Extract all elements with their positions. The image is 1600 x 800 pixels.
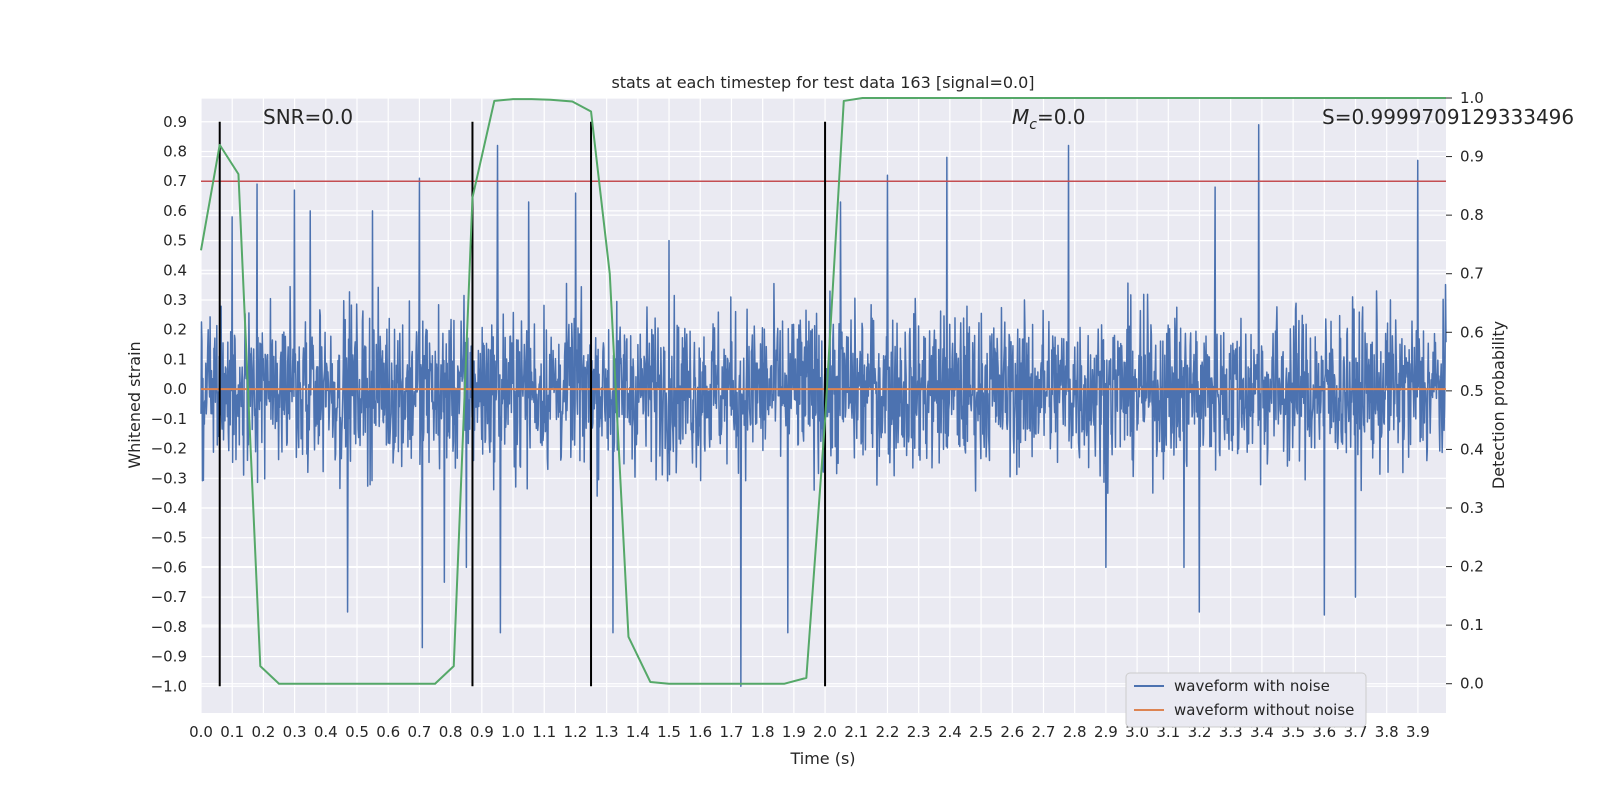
- left-y-tick-label: −0.7: [151, 588, 187, 606]
- snr-annotation: SNR=0.0: [263, 105, 353, 129]
- x-tick-label: 0.2: [251, 723, 275, 741]
- series-detection-probability: [200, 97, 1446, 685]
- x-tick-label: 3.8: [1375, 723, 1399, 741]
- left-y-tick-label: −0.8: [151, 618, 187, 636]
- x-tick-label: 2.2: [876, 723, 900, 741]
- left-y-tick-label: −0.2: [151, 440, 187, 458]
- chart-title: stats at each timestep for test data 163…: [611, 73, 1034, 92]
- x-tick-label: 0.5: [345, 723, 369, 741]
- right-y-tick-label: 0.5: [1460, 382, 1484, 400]
- left-y-tick-label: −0.3: [151, 469, 187, 487]
- x-tick-label: 0.1: [220, 723, 244, 741]
- left-y-tick-label: 0.6: [163, 202, 187, 220]
- x-tick-label: 0.7: [407, 723, 431, 741]
- x-tick-label: 2.9: [1094, 723, 1118, 741]
- x-tick-label: 2.1: [844, 723, 868, 741]
- x-tick-label: 1.0: [501, 723, 525, 741]
- x-tick-label: 2.6: [1000, 723, 1024, 741]
- x-tick-label: 0.4: [314, 723, 338, 741]
- x-tick-label: 1.8: [751, 723, 775, 741]
- legend-box: [1125, 672, 1367, 728]
- left-y-tick-label: −0.9: [151, 648, 187, 666]
- left-y-axis-title: Whitened strain: [125, 341, 144, 468]
- right-y-axis-title: Detection probability: [1489, 321, 1508, 489]
- s-annotation: S=0.9999709129333496: [1322, 105, 1574, 129]
- left-y-tick-label: 0.7: [163, 172, 187, 190]
- right-y-tick-label: 0.8: [1460, 206, 1484, 224]
- x-tick-label: 1.6: [688, 723, 712, 741]
- x-tick-label: 2.3: [907, 723, 931, 741]
- x-tick-label: 0.3: [283, 723, 307, 741]
- right-y-tick-label: 0.3: [1460, 499, 1484, 517]
- x-tick-label: 2.7: [1032, 723, 1056, 741]
- x-tick-label: 1.4: [626, 723, 650, 741]
- right-y-tick-label: 0.6: [1460, 323, 1484, 341]
- probability-series: [200, 97, 1446, 685]
- left-y-tick-label: 0.3: [163, 291, 187, 309]
- right-y-tick-labels: 0.0 0.1 0.2 0.3 0.4 0.5 0.6 0.7 0.8 0.9 1.0: [1446, 89, 1484, 693]
- x-tick-label: 0.6: [376, 723, 400, 741]
- left-y-tick-label: 0.9: [163, 113, 187, 131]
- right-y-tick-label: 0.2: [1460, 558, 1484, 576]
- x-tick-label: 1.1: [532, 723, 556, 741]
- x-tick-label: 1.2: [564, 723, 588, 741]
- x-tick-label: 2.5: [969, 723, 993, 741]
- left-y-tick-label: 0.4: [163, 261, 187, 279]
- left-y-tick-label: −0.5: [151, 529, 187, 547]
- legend: waveform with noise waveform without noi…: [1125, 672, 1367, 728]
- x-tick-label: 2.0: [813, 723, 837, 741]
- right-y-tick-label: 0.4: [1460, 440, 1484, 458]
- x-tick-label: 1.3: [595, 723, 619, 741]
- x-tick-label: 3.9: [1406, 723, 1430, 741]
- right-y-tick-label: 0.7: [1460, 265, 1484, 283]
- left-y-tick-label: −1.0: [151, 677, 187, 695]
- x-tick-label: 1.5: [657, 723, 681, 741]
- right-y-tick-label: 0.1: [1460, 616, 1484, 634]
- x-tick-label: 2.4: [938, 723, 962, 741]
- right-y-tick-label: 0.9: [1460, 148, 1484, 166]
- x-tick-label: 1.9: [782, 723, 806, 741]
- left-y-tick-label: −0.4: [151, 499, 187, 517]
- x-axis-title: Time (s): [789, 749, 855, 768]
- left-y-tick-label: 0.8: [163, 142, 187, 160]
- x-tick-label: 0.8: [439, 723, 463, 741]
- x-tick-label: 2.8: [1063, 723, 1087, 741]
- right-y-tick-label: 1.0: [1460, 89, 1484, 107]
- right-y-tick-label: 0.0: [1460, 675, 1484, 693]
- x-tick-label: 1.7: [720, 723, 744, 741]
- left-y-tick-label: 0.0: [163, 380, 187, 398]
- left-y-tick-label: −0.1: [151, 410, 187, 428]
- left-y-tick-label: −0.6: [151, 558, 187, 576]
- x-tick-label: 0.9: [470, 723, 494, 741]
- left-y-tick-label: 0.1: [163, 350, 187, 368]
- legend-label-clean: waveform without noise: [1174, 701, 1354, 719]
- legend-label-noise: waveform with noise: [1174, 677, 1330, 695]
- x-tick-label: 0.0: [189, 723, 213, 741]
- left-y-tick-label: 0.2: [163, 321, 187, 339]
- mc-annotation: Mc=0.0: [1012, 105, 1086, 133]
- left-y-tick-label: 0.5: [163, 232, 187, 250]
- left-y-tick-labels: −1.0 −0.9 −0.8 −0.7 −0.6 −0.5 −0.4 −0.3 −0.2 −0.1…: [151, 113, 187, 695]
